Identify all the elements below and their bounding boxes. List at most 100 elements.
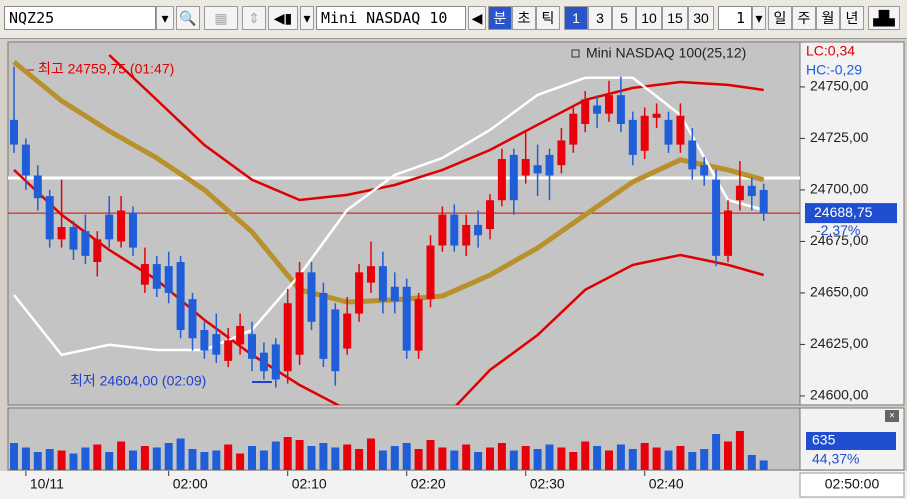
chart-tools-button[interactable]: ▟▙	[868, 6, 900, 30]
dropdown[interactable]: ▾	[752, 6, 766, 30]
candle-body	[390, 286, 399, 302]
candle-body	[545, 154, 554, 176]
x-tick-label: 02:20	[411, 476, 446, 492]
candle-body	[117, 210, 126, 242]
volume-bar	[117, 441, 126, 470]
price-axis	[799, 41, 905, 406]
range-tab[interactable]: 주	[792, 6, 816, 30]
y-tick-label: 24675,00	[810, 232, 869, 248]
volume-bar	[176, 438, 185, 470]
close-panel[interactable]	[885, 410, 899, 422]
candle-body	[45, 196, 54, 240]
candle-body	[759, 189, 768, 214]
interval-button[interactable]: 1	[564, 6, 588, 30]
candle-body	[414, 299, 423, 351]
volume-bar	[450, 450, 459, 470]
volume-bar	[355, 449, 364, 470]
volume-bar	[759, 460, 768, 470]
volume-bar	[747, 455, 756, 470]
candle-body	[81, 231, 90, 256]
volume-bar	[21, 447, 30, 470]
candle-body	[557, 140, 566, 166]
candle-body	[212, 334, 221, 355]
x-tick-label: 02:30	[530, 476, 565, 492]
range-tab[interactable]: 일	[768, 6, 792, 30]
interval-button[interactable]: 15	[662, 6, 688, 30]
candle-body	[700, 165, 709, 176]
candle-body	[271, 344, 280, 380]
volume-bar	[224, 444, 233, 470]
candle-body	[343, 313, 352, 349]
volume-bar	[545, 444, 554, 470]
volume-bar	[164, 443, 173, 470]
candle-body	[509, 154, 518, 201]
count-input[interactable]: 1	[718, 6, 752, 30]
candle-body	[569, 113, 578, 145]
volume-bar	[105, 452, 114, 470]
volume-bar	[402, 443, 411, 470]
volume-bar	[129, 450, 137, 470]
name-input[interactable]: Mini NASDAQ 10	[316, 6, 466, 30]
volume-bar	[652, 447, 661, 470]
interval-button[interactable]: 10	[636, 6, 662, 30]
interval-button[interactable]: 5	[612, 6, 636, 30]
candle-body	[533, 165, 542, 174]
volume-bar	[283, 437, 292, 470]
indicator-line	[108, 54, 764, 202]
range-tab[interactable]: 년	[840, 6, 864, 30]
interval-button[interactable]: 30	[688, 6, 714, 30]
volume-bar	[616, 444, 625, 470]
time-axis	[0, 471, 907, 499]
indicator-line	[13, 76, 765, 357]
volume-bar	[93, 444, 102, 470]
volume-bar	[212, 450, 221, 470]
volume-bar	[426, 440, 435, 470]
x-tick-label: 02:10	[292, 476, 327, 492]
period-tab[interactable]: 틱	[536, 6, 560, 30]
close-icon[interactable]: ×	[889, 411, 895, 422]
volume-bar	[724, 441, 732, 470]
toolbar: NQZ25 ▾ 🔍 ▦ ⇕ ◀▮ ▾ Mini NASDAQ 10 ◀ 분 초 …	[0, 0, 907, 39]
sound-button[interactable]: ◀▮	[268, 6, 298, 30]
candle-body	[93, 239, 102, 263]
candle-body	[640, 115, 649, 151]
candle-body	[426, 245, 435, 300]
candle-body	[497, 159, 506, 201]
volume-label: 635	[812, 432, 836, 448]
hc-label: HC:-0,29	[806, 62, 862, 78]
volume-bar	[509, 450, 518, 470]
icon-button[interactable]: ▦	[204, 6, 238, 30]
interval-button[interactable]: 3	[588, 6, 612, 30]
lc-label: LC:0,34	[806, 43, 855, 59]
candle-body	[236, 325, 245, 345]
volume-box	[806, 432, 896, 450]
candle-body	[581, 99, 590, 124]
volume-bar	[438, 447, 447, 470]
dropdown[interactable]: ▾	[156, 6, 174, 30]
search-button[interactable]: 🔍	[176, 6, 200, 30]
volume-bar	[462, 444, 471, 470]
spin-button[interactable]: ⇕	[242, 6, 266, 30]
candle-body	[105, 214, 114, 240]
candle-body	[438, 214, 447, 246]
volume-bar	[248, 446, 256, 470]
period-tab[interactable]: 초	[512, 6, 536, 30]
candle-body	[176, 262, 185, 331]
volume-bar	[343, 444, 352, 470]
candle-body	[616, 95, 625, 124]
candle-body	[331, 309, 340, 372]
x-tick-label: 02:40	[649, 476, 684, 492]
symbol-input[interactable]: NQZ25	[4, 6, 156, 30]
volume-bar	[474, 452, 483, 470]
prev-button[interactable]: ◀	[468, 6, 486, 30]
dropdown[interactable]: ▾	[300, 6, 314, 30]
candle-body	[152, 264, 161, 289]
volume-bar	[307, 446, 316, 470]
candle-body	[676, 115, 685, 145]
candle-body	[355, 272, 364, 314]
volume-bar	[581, 441, 590, 470]
range-tab[interactable]: 월	[816, 6, 840, 30]
y-tick-label: 24725,00	[810, 129, 869, 145]
period-tab[interactable]: 분	[488, 6, 512, 30]
